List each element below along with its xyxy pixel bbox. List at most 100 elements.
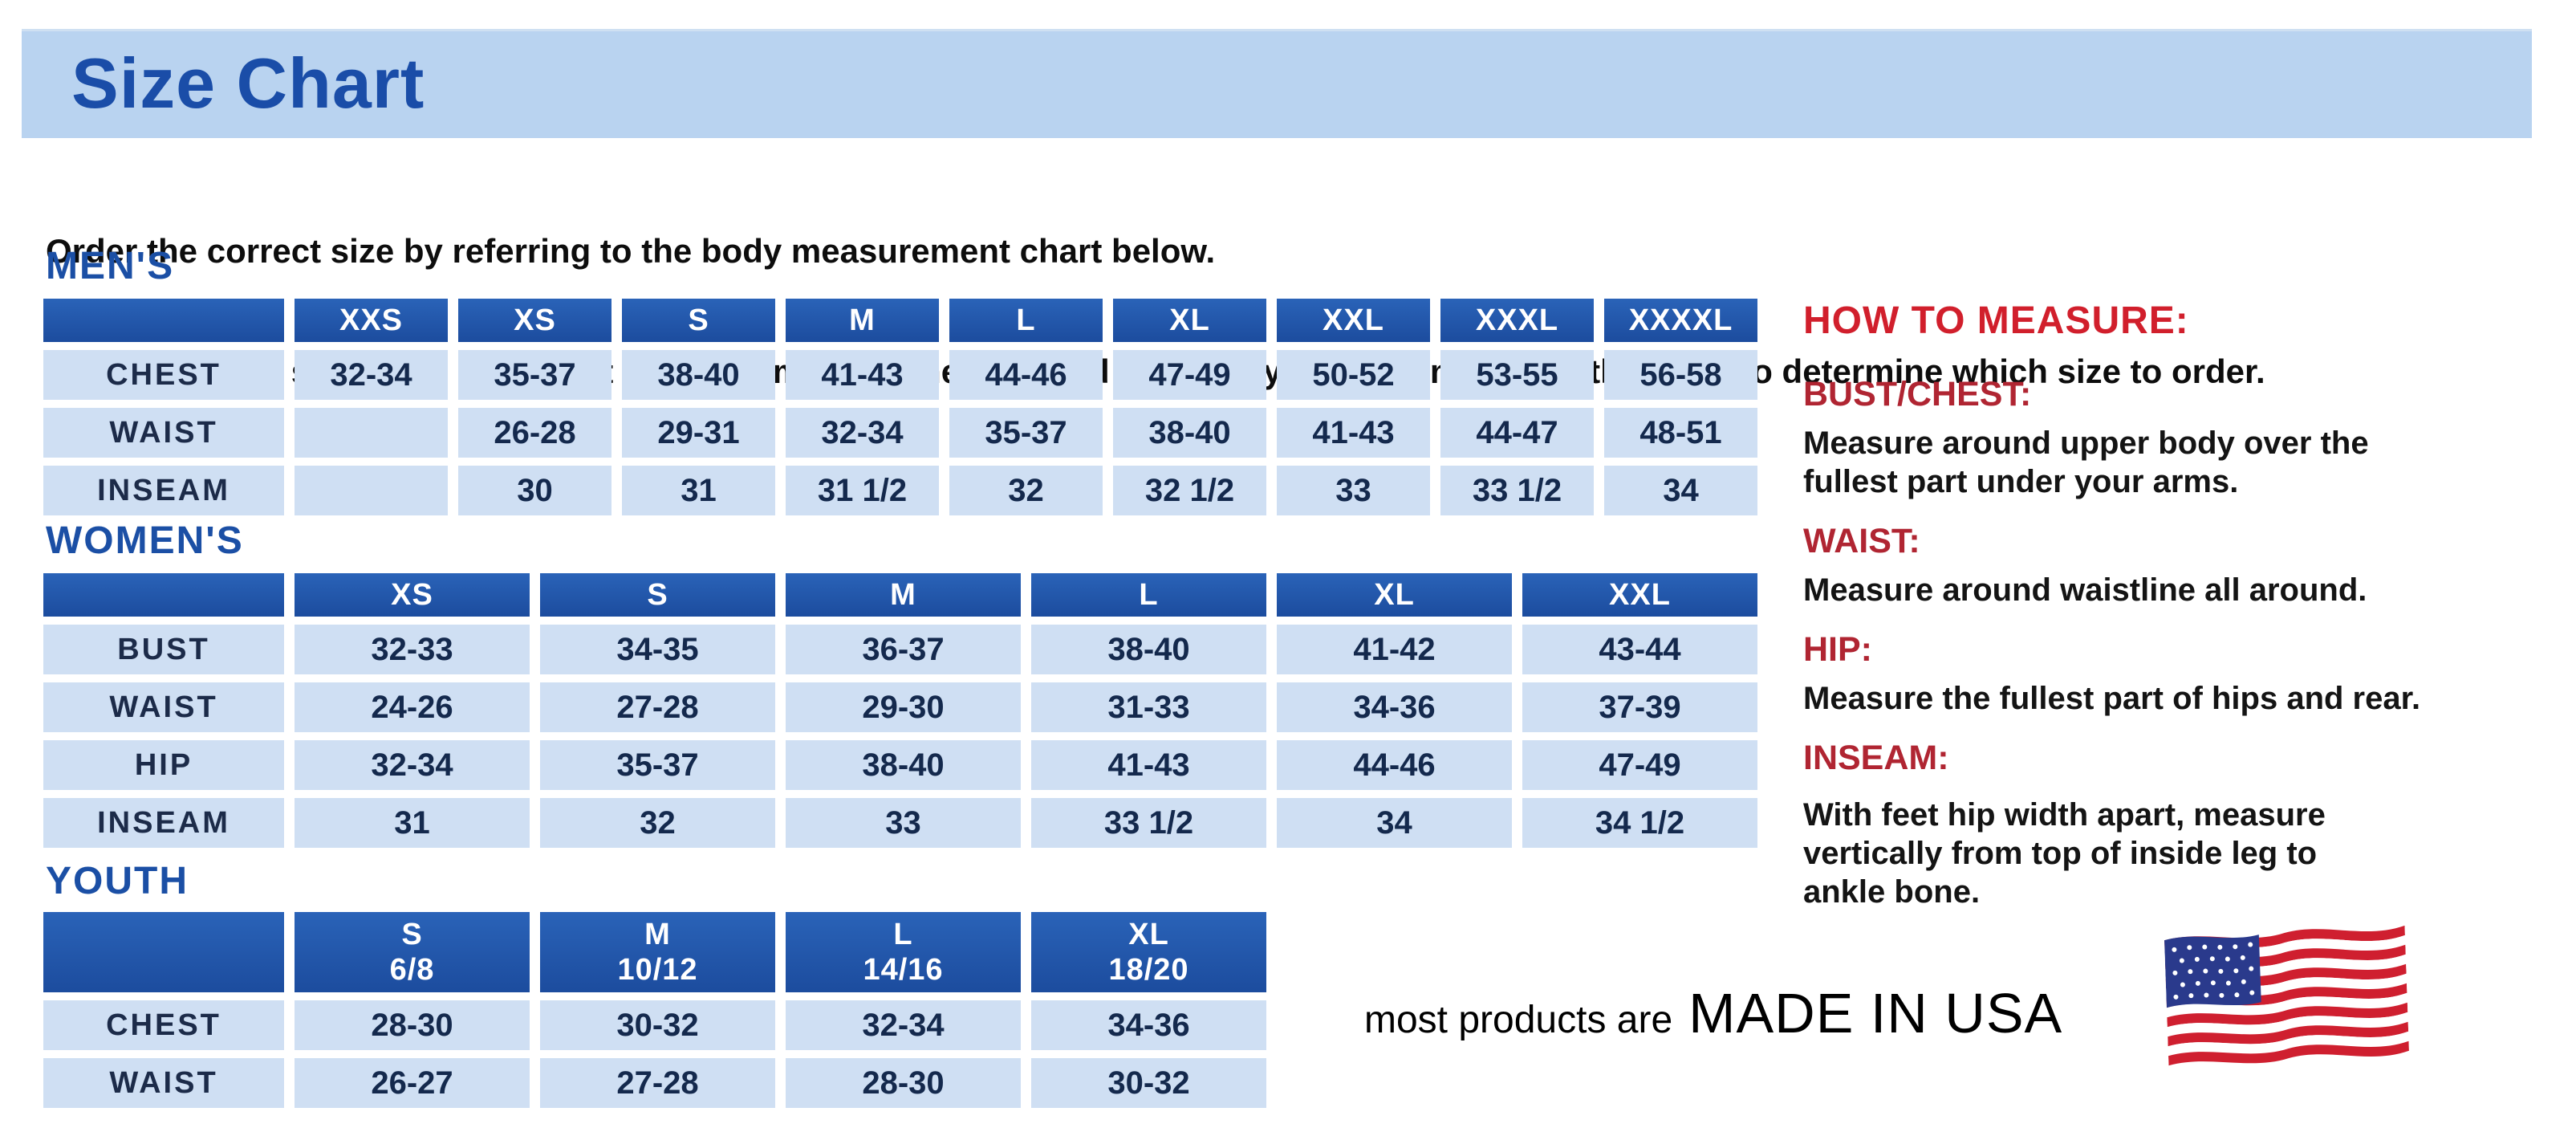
column-header-cell: M [786,299,939,342]
column-header-cell: L [1031,573,1266,617]
us-flag-icon [2164,919,2410,1096]
column-header-cell: XL 18/20 [1031,912,1266,992]
size-value-cell: 38-40 [1113,408,1266,458]
table-corner-cell [43,573,284,617]
column-header-cell: XXXL [1440,299,1594,342]
size-value-cell: 41-43 [1031,740,1266,790]
size-value-cell: 31 [295,798,530,848]
size-value-cell: 33 1/2 [1440,466,1594,515]
size-value-cell: 34-36 [1031,1000,1266,1050]
column-header-cell: XXL [1522,573,1757,617]
womens-section-heading: WOMEN'S [46,519,244,562]
made-in-usa-line: most products are MADE IN USA [1364,981,2062,1045]
size-value-cell: 38-40 [786,740,1021,790]
row-label-cell: HIP [43,740,284,790]
size-value-cell: 44-46 [949,350,1103,400]
size-value-cell: 47-49 [1113,350,1266,400]
column-header-cell: L [949,299,1103,342]
size-value-cell: 38-40 [1031,625,1266,674]
size-value-cell: 34 [1277,798,1512,848]
column-header-cell: M 10/12 [540,912,775,992]
size-value-cell: 56-58 [1604,350,1757,400]
size-value-cell: 29-31 [622,408,775,458]
table-corner-cell [43,912,284,992]
youth-section-heading: YOUTH [46,860,189,902]
size-value-cell: 34-35 [540,625,775,674]
size-value-cell: 32-34 [295,740,530,790]
size-value-cell: 28-30 [786,1058,1021,1108]
row-label-cell: WAIST [43,1058,284,1108]
womens-size-table: XS S M L XL XXL BUST 32-33 34-35 36-37 38-40 41-42 4… [43,573,1757,848]
inseam-instructions: With feet hip width apart, measure verti… [1803,797,2326,910]
column-header-cell: XXS [295,299,448,342]
size-value-cell: 30-32 [1031,1058,1266,1108]
size-value-cell: 35-37 [949,408,1103,458]
size-value-cell: 28-30 [295,1000,530,1050]
made-in-usa-prefix: most products are [1364,999,1673,1041]
size-value-cell [295,466,448,515]
size-value-cell: 35-37 [540,740,775,790]
inseam-label: INSEAM: [1803,739,1949,777]
mens-section-heading: MEN'S [46,245,175,287]
column-header-cell: XL [1113,299,1266,342]
column-header-cell: XXL [1277,299,1430,342]
size-value-cell [295,408,448,458]
row-label-cell: INSEAM [43,466,284,515]
size-value-cell: 29-30 [786,682,1021,732]
size-value-cell: 53-55 [1440,350,1594,400]
column-header-cell: XL [1277,573,1512,617]
size-value-cell: 36-37 [786,625,1021,674]
size-value-cell: 33 [1277,466,1430,515]
size-value-cell: 35-37 [458,350,611,400]
size-value-cell: 32 1/2 [1113,466,1266,515]
size-value-cell: 32-33 [295,625,530,674]
column-header-cell: S 6/8 [295,912,530,992]
size-value-cell: 41-43 [786,350,939,400]
size-value-cell: 26-28 [458,408,611,458]
size-value-cell: 30 [458,466,611,515]
size-value-cell: 44-47 [1440,408,1594,458]
size-value-cell: 41-43 [1277,408,1430,458]
table-corner-cell [43,299,284,342]
row-label-cell: WAIST [43,408,284,458]
size-value-cell: 41-42 [1277,625,1512,674]
size-value-cell: 27-28 [540,682,775,732]
hip-label: HIP: [1803,630,1872,669]
mens-size-table: XXS XS S M L XL XXL XXXL XXXXL CHEST 32-34 35-37 38-… [43,299,1757,515]
column-header-cell: XS [458,299,611,342]
size-value-cell: 27-28 [540,1058,775,1108]
title-banner: Size Chart [22,29,2532,138]
page-title: Size Chart [71,43,425,123]
size-value-cell: 34 [1604,466,1757,515]
how-to-measure-panel: HOW TO MEASURE: BUST/CHEST: Measure arou… [1803,299,2550,911]
column-header-cell: S [622,299,775,342]
size-value-cell: 50-52 [1277,350,1430,400]
column-header-cell: L 14/16 [786,912,1021,992]
how-to-measure-heading: HOW TO MEASURE: [1803,299,2189,342]
intro-line-1: Order the correct size by referring to t… [46,232,1216,270]
size-value-cell: 33 1/2 [1031,798,1266,848]
size-value-cell: 44-46 [1277,740,1512,790]
made-in-usa-text: MADE IN USA [1688,982,2063,1044]
bust-chest-label: BUST/CHEST: [1803,375,2032,413]
size-value-cell: 24-26 [295,682,530,732]
column-header-cell: M [786,573,1021,617]
size-value-cell: 43-44 [1522,625,1757,674]
row-label-cell: CHEST [43,1000,284,1050]
size-value-cell: 32 [540,798,775,848]
youth-size-table: S 6/8 M 10/12 L 14/16 XL 18/20 CHEST 28-30 30-… [43,912,1266,1108]
hip-instructions: Measure the fullest part of hips and rea… [1803,681,2421,716]
size-value-cell: 31 1/2 [786,466,939,515]
row-label-cell: WAIST [43,682,284,732]
size-value-cell: 37-39 [1522,682,1757,732]
size-value-cell: 31 [622,466,775,515]
size-value-cell: 34 1/2 [1522,798,1757,848]
size-value-cell: 32-34 [786,408,939,458]
size-value-cell: 32 [949,466,1103,515]
size-value-cell: 32-34 [786,1000,1021,1050]
column-header-cell: XS [295,573,530,617]
waist-instructions: Measure around waistline all around. [1803,572,2367,608]
size-value-cell: 31-33 [1031,682,1266,732]
size-value-cell: 34-36 [1277,682,1512,732]
column-header-cell: S [540,573,775,617]
